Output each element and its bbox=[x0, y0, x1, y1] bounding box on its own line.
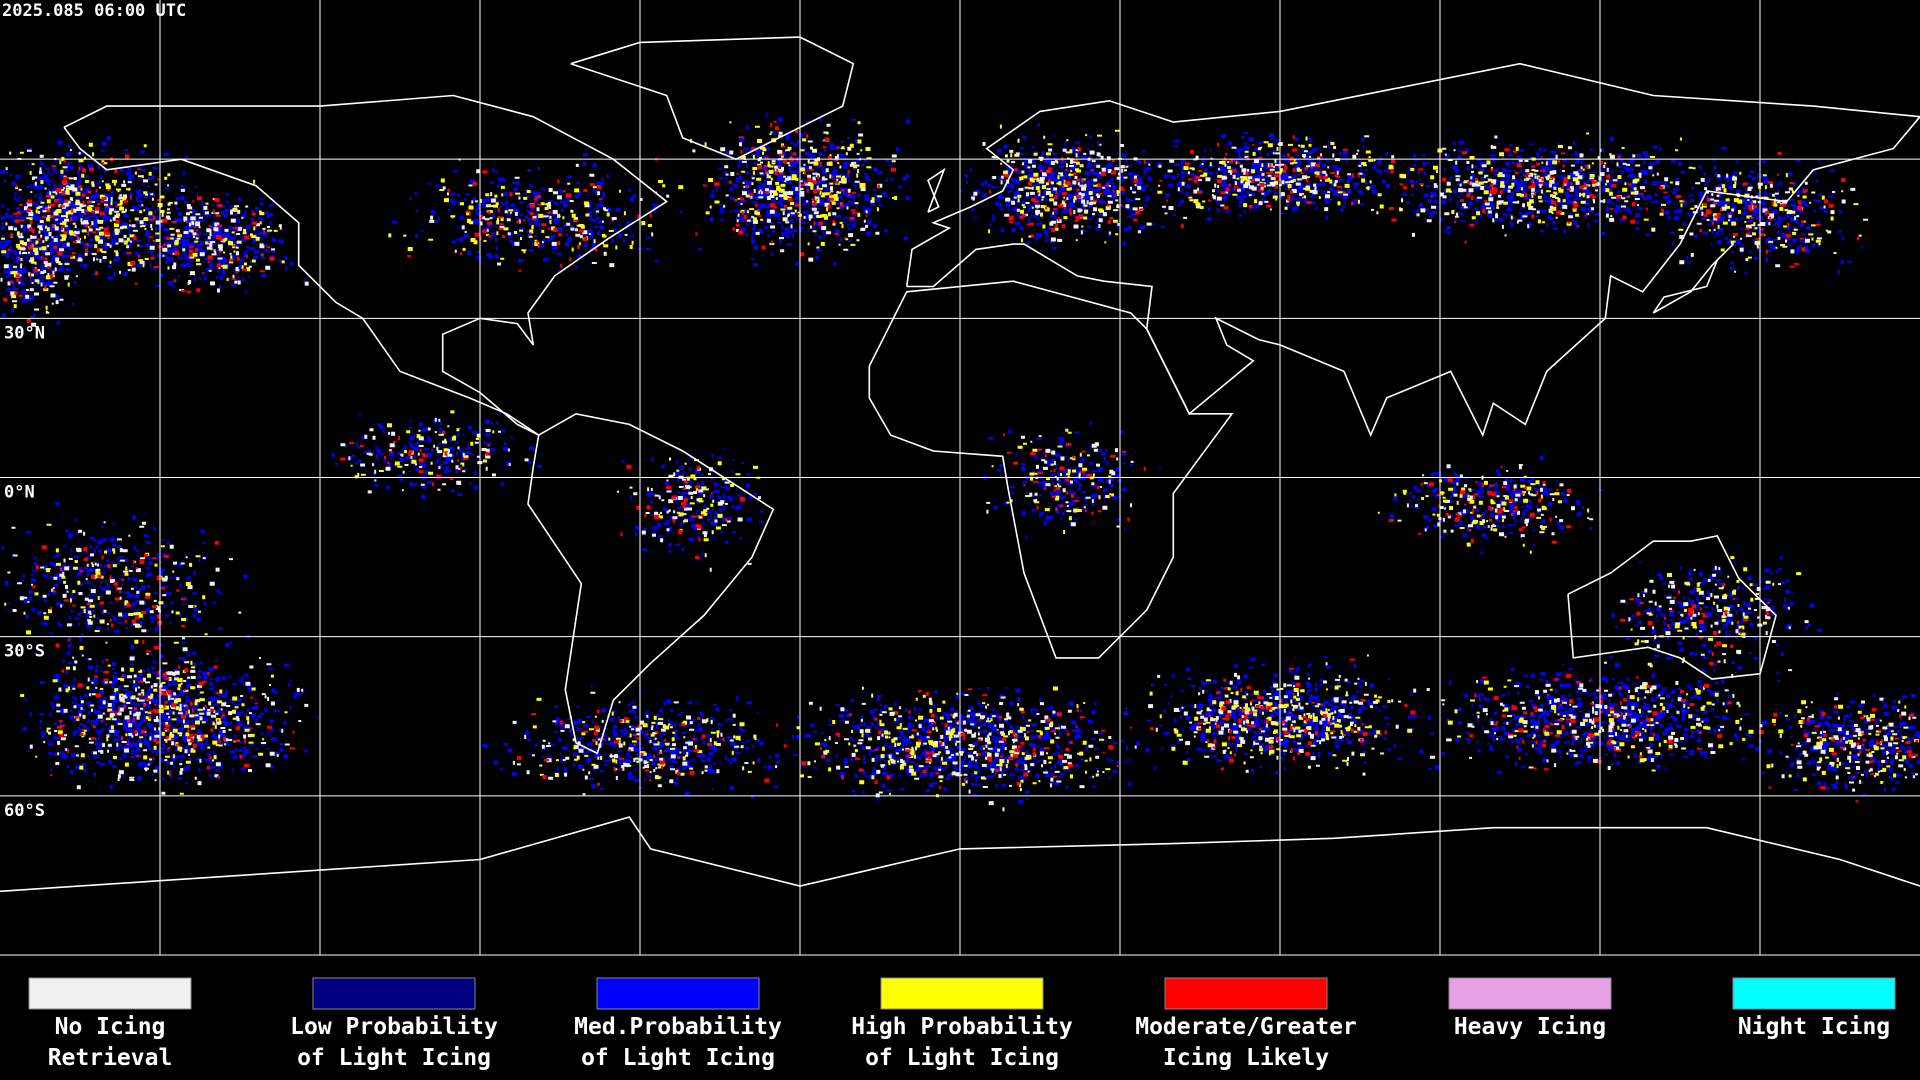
legend-label: No Icing bbox=[55, 1014, 166, 1040]
legend-label: High Probability bbox=[851, 1014, 1073, 1040]
latitude-label: 30°N bbox=[4, 323, 45, 343]
legend-label: Night Icing bbox=[1738, 1014, 1890, 1040]
timestamp: 2025.085 06:00 UTC bbox=[2, 1, 186, 21]
legend-swatch bbox=[28, 977, 192, 1010]
legend: No Icing Retrieval Low Probability of Light… bbox=[28, 977, 1896, 1071]
legend-label: of Light Icing bbox=[297, 1045, 491, 1071]
coastline bbox=[63, 94, 669, 436]
legend-label: Icing Likely bbox=[1163, 1045, 1329, 1071]
legend-swatch bbox=[596, 977, 760, 1010]
coastline bbox=[527, 412, 775, 755]
legend-label: Retrieval bbox=[48, 1045, 173, 1071]
icing-speckles bbox=[1, 121, 1919, 798]
coastline bbox=[905, 62, 1920, 438]
legend-label: Moderate/Greater bbox=[1135, 1014, 1357, 1040]
latitude-label: 0°N bbox=[4, 483, 35, 503]
coastlines bbox=[0, 36, 1920, 893]
legend-label: of Light Icing bbox=[865, 1045, 1059, 1071]
legend-label: of Light Icing bbox=[581, 1045, 775, 1071]
coastline bbox=[1652, 243, 1734, 314]
legend-label: Heavy Icing bbox=[1454, 1014, 1606, 1040]
graticule bbox=[0, 0, 1920, 956]
icing-speckles bbox=[3, 120, 1919, 803]
icing-field bbox=[0, 112, 1920, 812]
coastline bbox=[1567, 534, 1777, 680]
legend-swatch bbox=[312, 977, 476, 1010]
legend-swatch bbox=[1732, 977, 1896, 1010]
coastline bbox=[927, 167, 946, 213]
latitude-label: 30°S bbox=[4, 642, 45, 662]
legend-label: Med.Probability bbox=[574, 1014, 782, 1040]
coastline bbox=[570, 36, 855, 161]
legend-swatch bbox=[880, 977, 1044, 1010]
legend-swatch bbox=[1448, 977, 1612, 1010]
labels: 2025.085 06:00 UTC 30°N 0°N 30°S 60°S bbox=[2, 1, 186, 821]
coastline bbox=[868, 280, 1234, 659]
latitude-label: 60°S bbox=[4, 801, 45, 821]
legend-swatch bbox=[1164, 977, 1328, 1010]
legend-label: Low Probability bbox=[290, 1014, 498, 1040]
coastline bbox=[0, 816, 1920, 893]
